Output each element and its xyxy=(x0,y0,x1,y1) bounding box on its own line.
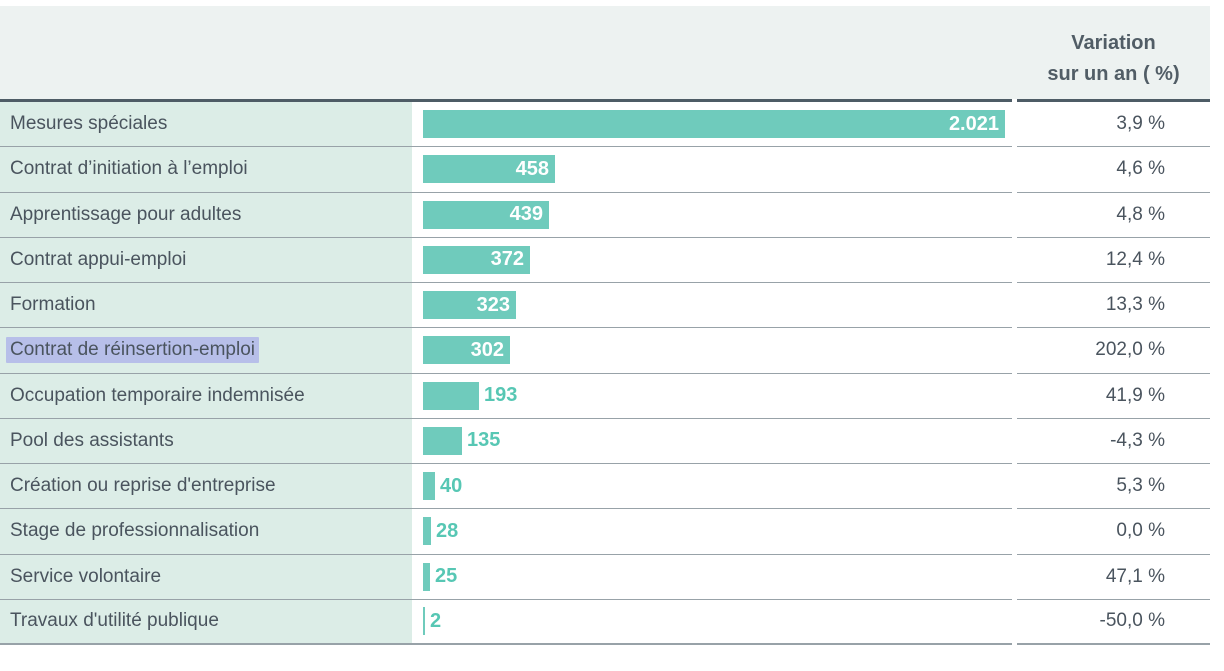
value-bar xyxy=(423,472,435,501)
variation-value: 3,9 % xyxy=(1017,102,1210,148)
bar-value-label: 2.021 xyxy=(948,112,999,135)
category-label: Création ou reprise d'entreprise xyxy=(10,475,276,497)
bar-cell: 439 xyxy=(412,192,1012,237)
category-label: Contrat appui-emploi xyxy=(10,248,187,270)
category-label-cell: Pool des assistants xyxy=(0,418,412,463)
category-label: Service volontaire xyxy=(10,565,162,587)
value-bar xyxy=(423,426,462,455)
bar-value-label: 323 xyxy=(476,293,510,316)
variation-header-line1: Variation xyxy=(1071,32,1156,54)
value-bar: 323 xyxy=(423,291,516,320)
variation-value: 13,3 % xyxy=(1017,283,1210,329)
bar-value-label: 28 xyxy=(436,519,459,542)
category-label-cell: Mesures spéciales xyxy=(0,102,412,147)
bar-cell: 323 xyxy=(412,283,1012,328)
employment-measures-chart: Variation sur un an ( %) Mesures spécial… xyxy=(0,6,1210,645)
table-row: Contrat de réinsertion-emploi 302 202,0 … xyxy=(0,328,1210,374)
variation-value: 5,3 % xyxy=(1017,464,1210,510)
bar-value-label: 40 xyxy=(440,474,463,497)
category-label: Apprentissage pour adultes xyxy=(10,203,242,225)
variation-column-header: Variation sur un an ( %) xyxy=(1017,6,1210,99)
value-bar: 372 xyxy=(423,245,530,274)
category-label: Stage de professionnalisation xyxy=(10,520,260,542)
value-bar: 302 xyxy=(423,336,510,365)
table-row: Contrat appui-emploi 372 12,4 % xyxy=(0,237,1210,283)
category-label-cell: Contrat d’initiation à l’emploi xyxy=(0,147,412,192)
category-label-cell: Contrat appui-emploi xyxy=(0,237,412,282)
category-label: Travaux d'utilité publique xyxy=(10,610,219,632)
value-bar: 458 xyxy=(423,155,555,184)
header-rule xyxy=(0,99,1210,102)
table-row: Apprentissage pour adultes 439 4,8 % xyxy=(0,192,1210,238)
bar-cell: 2.021 xyxy=(412,102,1012,147)
table-row: Création ou reprise d'entreprise 40 5,3 … xyxy=(0,464,1210,510)
value-bar xyxy=(423,607,425,636)
category-label-cell: Contrat de réinsertion-emploi xyxy=(0,328,412,373)
bar-cell: 135 xyxy=(412,418,1012,463)
bar-value-label: 372 xyxy=(490,248,524,271)
category-label: Contrat de réinsertion-emploi xyxy=(6,337,260,364)
value-bar xyxy=(423,562,430,591)
category-label-cell: Création ou reprise d'entreprise xyxy=(0,464,412,509)
variation-header-line2: sur un an ( %) xyxy=(1047,63,1180,85)
bar-value-label: 25 xyxy=(435,565,458,588)
table-row: Pool des assistants 135 -4,3 % xyxy=(0,418,1210,464)
header-spacer xyxy=(0,6,1017,99)
category-label: Occupation temporaire indemnisée xyxy=(10,384,305,406)
category-label: Formation xyxy=(10,294,96,316)
category-label: Contrat d’initiation à l’emploi xyxy=(10,158,248,180)
variation-value: 12,4 % xyxy=(1017,237,1210,283)
category-label: Mesures spéciales xyxy=(10,113,168,135)
category-label-cell: Formation xyxy=(0,283,412,328)
variation-value: 41,9 % xyxy=(1017,373,1210,419)
table-row: Service volontaire 25 47,1 % xyxy=(0,554,1210,600)
variation-value: 4,6 % xyxy=(1017,147,1210,193)
variation-value: 4,8 % xyxy=(1017,192,1210,238)
bar-value-label: 135 xyxy=(467,429,501,452)
bar-cell: 28 xyxy=(412,509,1012,554)
table-row: Contrat d’initiation à l’emploi 458 4,6 … xyxy=(0,147,1210,193)
bar-value-label: 439 xyxy=(509,203,543,226)
table-row: Travaux d'utilité publique 2 -50,0 % xyxy=(0,599,1210,645)
bar-cell: 302 xyxy=(412,328,1012,373)
bar-cell: 458 xyxy=(412,147,1012,192)
category-label: Pool des assistants xyxy=(10,429,174,451)
bar-cell: 193 xyxy=(412,373,1012,418)
bar-cell: 40 xyxy=(412,464,1012,509)
value-bar xyxy=(423,381,479,410)
category-label-cell: Apprentissage pour adultes xyxy=(0,192,412,237)
variation-value: 0,0 % xyxy=(1017,509,1210,555)
variation-value: 202,0 % xyxy=(1017,328,1210,374)
value-bar: 439 xyxy=(423,200,549,229)
category-label-cell: Service volontaire xyxy=(0,554,412,599)
table-row: Formation 323 13,3 % xyxy=(0,283,1210,329)
category-label-cell: Travaux d'utilité publique xyxy=(0,599,412,643)
value-bar xyxy=(423,517,431,546)
chart-header-band: Variation sur un an ( %) xyxy=(0,6,1210,99)
bar-value-label: 458 xyxy=(515,157,549,180)
table-row: Stage de professionnalisation 28 0,0 % xyxy=(0,509,1210,555)
category-label-cell: Stage de professionnalisation xyxy=(0,509,412,554)
bar-value-label: 302 xyxy=(470,338,504,361)
bar-cell: 372 xyxy=(412,237,1012,282)
variation-value: -4,3 % xyxy=(1017,418,1210,464)
category-label-cell: Occupation temporaire indemnisée xyxy=(0,373,412,418)
bar-value-label: 2 xyxy=(430,609,442,632)
table-row: Occupation temporaire indemnisée 193 41,… xyxy=(0,373,1210,419)
variation-value: 47,1 % xyxy=(1017,554,1210,600)
variation-value: -50,0 % xyxy=(1017,599,1210,645)
bar-cell: 25 xyxy=(412,554,1012,599)
bar-value-label: 193 xyxy=(484,384,518,407)
bar-cell: 2 xyxy=(412,599,1012,643)
value-bar: 2.021 xyxy=(423,110,1005,139)
chart-rows: Mesures spéciales 2.021 3,9 % Contrat d’… xyxy=(0,102,1210,645)
table-row: Mesures spéciales 2.021 3,9 % xyxy=(0,102,1210,148)
